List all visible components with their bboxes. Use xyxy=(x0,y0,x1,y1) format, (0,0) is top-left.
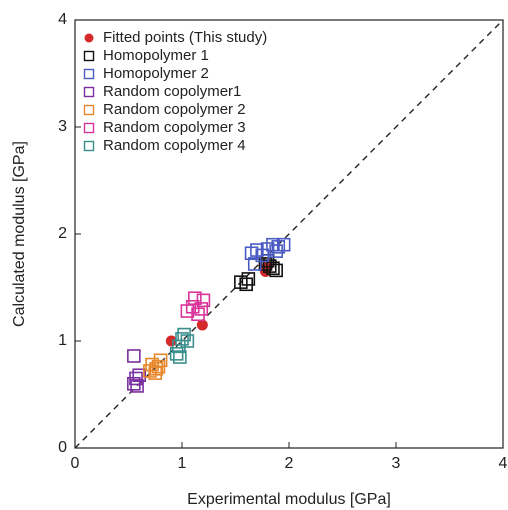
y-tick-label: 0 xyxy=(58,439,67,456)
point xyxy=(132,368,146,383)
y-tick-label: 1 xyxy=(58,332,67,349)
point xyxy=(194,302,209,316)
point xyxy=(196,293,211,308)
legend-label: Fitted points (This study) xyxy=(103,29,267,46)
legend-marker xyxy=(83,68,95,80)
point xyxy=(171,339,186,354)
y-tick-label: 4 xyxy=(58,11,67,28)
legend-label: Random copolymer 4 xyxy=(103,137,246,154)
x-tick-label: 2 xyxy=(285,455,294,472)
x-tick-label: 3 xyxy=(392,455,401,472)
y-tick-label: 2 xyxy=(58,225,67,242)
point xyxy=(165,335,177,347)
legend-marker xyxy=(83,50,95,62)
legend-marker xyxy=(84,33,94,43)
x-tick-label: 0 xyxy=(71,455,80,472)
x-tick-label: 1 xyxy=(178,455,187,472)
point xyxy=(130,379,144,393)
point xyxy=(260,242,275,256)
legend-marker xyxy=(83,140,95,152)
point xyxy=(269,263,283,278)
legend-label: Random copolymer 2 xyxy=(103,101,246,118)
legend-label: Random copolymer1 xyxy=(103,83,241,100)
point xyxy=(247,257,262,271)
point xyxy=(196,319,208,331)
legend-label: Homopolymer 2 xyxy=(103,65,209,82)
legend-marker xyxy=(83,122,95,134)
point xyxy=(269,244,283,258)
point xyxy=(241,272,256,286)
point xyxy=(173,350,187,364)
point xyxy=(153,353,168,368)
legend-marker xyxy=(83,86,95,98)
legend-label: Random copolymer 3 xyxy=(103,119,246,136)
y-axis-title: Calculated modulus [GPa] xyxy=(11,141,28,327)
point xyxy=(127,349,141,363)
x-axis-title: Experimental modulus [GPa] xyxy=(187,491,391,508)
point xyxy=(129,371,143,386)
x-tick-label: 4 xyxy=(499,455,508,472)
legend-label: Homopolymer 1 xyxy=(103,47,209,64)
point xyxy=(149,362,164,376)
legend-marker xyxy=(83,104,95,116)
y-tick-label: 3 xyxy=(58,118,67,135)
point xyxy=(169,347,184,361)
